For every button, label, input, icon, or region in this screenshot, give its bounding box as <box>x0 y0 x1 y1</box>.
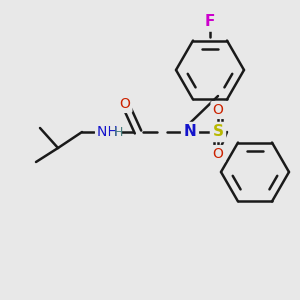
Text: O: O <box>213 147 224 161</box>
Text: N: N <box>97 125 107 139</box>
Text: F: F <box>205 14 215 29</box>
Text: H: H <box>113 125 123 139</box>
Text: NH: NH <box>98 125 118 139</box>
Text: NH: NH <box>98 125 118 139</box>
Text: O: O <box>120 97 130 111</box>
Text: O: O <box>213 103 224 117</box>
Text: S: S <box>212 124 224 140</box>
Text: N: N <box>108 125 118 139</box>
Text: N: N <box>184 124 196 140</box>
